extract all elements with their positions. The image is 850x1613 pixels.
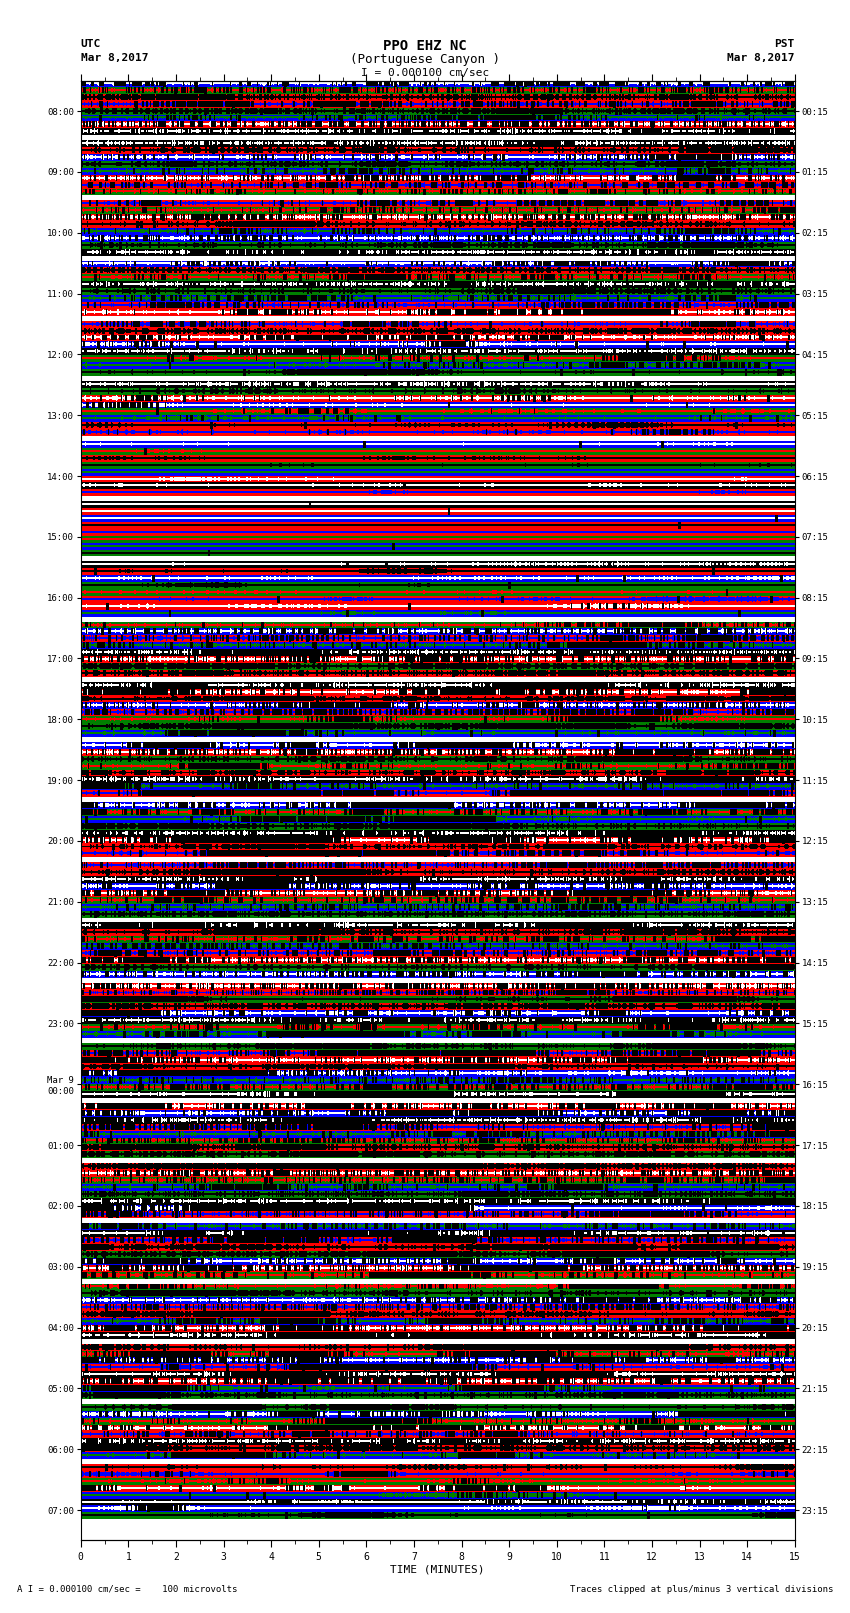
Text: Traces clipped at plus/minus 3 vertical divisions: Traces clipped at plus/minus 3 vertical … <box>570 1584 833 1594</box>
Text: I = 0.000100 cm/sec: I = 0.000100 cm/sec <box>361 68 489 77</box>
Text: PPO EHZ NC: PPO EHZ NC <box>383 39 467 53</box>
Text: (Portuguese Canyon ): (Portuguese Canyon ) <box>350 53 500 66</box>
X-axis label: TIME (MINUTES): TIME (MINUTES) <box>390 1565 485 1574</box>
Text: UTC: UTC <box>81 39 101 48</box>
Text: Mar 8,2017: Mar 8,2017 <box>81 53 148 63</box>
Text: PST: PST <box>774 39 795 48</box>
Text: Mar 8,2017: Mar 8,2017 <box>728 53 795 63</box>
Text: A I = 0.000100 cm/sec =    100 microvolts: A I = 0.000100 cm/sec = 100 microvolts <box>17 1584 237 1594</box>
